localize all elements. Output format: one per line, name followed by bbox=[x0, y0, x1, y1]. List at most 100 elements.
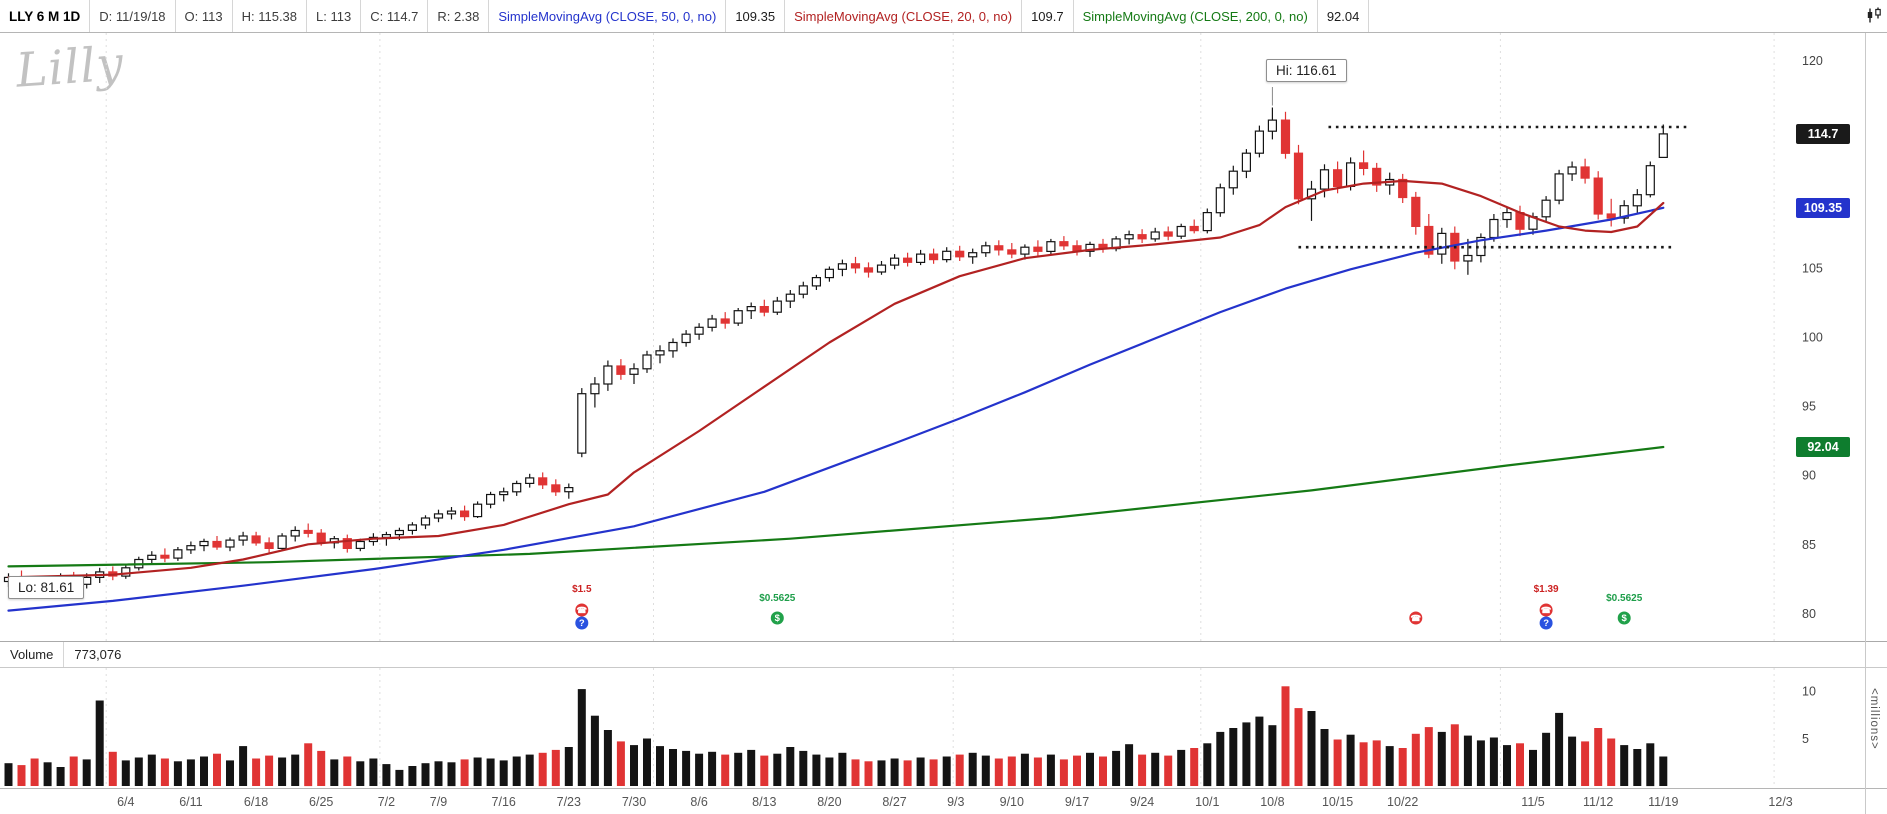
candle-body bbox=[1085, 243, 1095, 252]
chart-header-toolbar: LLY 6 M 1D D: 11/19/18 O: 113 H: 115.38 … bbox=[0, 0, 1887, 33]
candle-body bbox=[772, 300, 782, 313]
volume-bar bbox=[43, 762, 52, 787]
volume-bar bbox=[1307, 711, 1316, 786]
volume-bar bbox=[226, 760, 234, 786]
candle-body bbox=[1033, 246, 1043, 252]
volume-bar bbox=[186, 759, 195, 786]
volume-bar bbox=[786, 747, 795, 786]
dividend-icon[interactable] bbox=[1617, 611, 1631, 625]
candle-body bbox=[603, 365, 613, 385]
volume-bar bbox=[616, 741, 625, 786]
date-label: 7/23 bbox=[557, 795, 581, 809]
candle-body bbox=[655, 350, 665, 356]
candle-body bbox=[342, 538, 352, 550]
candle-body bbox=[681, 333, 691, 344]
candle-body bbox=[1437, 232, 1447, 255]
candle-body bbox=[173, 549, 183, 559]
date-label: 11/19 bbox=[1648, 795, 1678, 809]
candle-body bbox=[994, 245, 1004, 251]
candle-body bbox=[850, 263, 861, 269]
date-label: 7/30 bbox=[622, 795, 646, 809]
volume-label: Volume bbox=[0, 642, 65, 667]
volume-bar bbox=[682, 750, 691, 786]
info-icon-glyph: ? bbox=[579, 618, 585, 629]
chart-icon[interactable] bbox=[1865, 6, 1884, 30]
candle-body bbox=[147, 554, 157, 560]
volume-bar bbox=[1659, 756, 1668, 786]
low-callout: Lo: 81.61 bbox=[8, 576, 85, 599]
volume-bar bbox=[864, 761, 873, 786]
price-tick-label: 90 bbox=[1802, 469, 1816, 483]
volume-bar bbox=[4, 763, 13, 786]
volume-bar bbox=[1086, 752, 1094, 787]
right-strip-divider bbox=[1865, 0, 1866, 814]
volume-bar bbox=[421, 763, 430, 786]
sma50-line[interactable] bbox=[7, 206, 1665, 612]
candle-body bbox=[720, 318, 730, 324]
volume-bar bbox=[1099, 756, 1107, 786]
volume-bar bbox=[1151, 752, 1160, 787]
candle-body bbox=[212, 540, 222, 548]
candle-body bbox=[759, 306, 769, 313]
date-label: 9/24 bbox=[1130, 795, 1154, 809]
candle-body bbox=[1007, 249, 1017, 255]
dividend-icon[interactable] bbox=[770, 611, 784, 625]
candle-body bbox=[1541, 199, 1551, 218]
call-icon[interactable] bbox=[1409, 611, 1423, 625]
call-icon[interactable] bbox=[575, 603, 589, 617]
call-icon-glyph: ☎ bbox=[1411, 613, 1422, 623]
info-icon[interactable] bbox=[575, 616, 589, 630]
volume-bar bbox=[564, 747, 573, 786]
volume-bar bbox=[643, 738, 651, 786]
candle-body bbox=[1398, 178, 1408, 199]
info-icon[interactable] bbox=[1539, 616, 1553, 630]
study-sma50-label[interactable]: SimpleMovingAvg (CLOSE, 50, 0, no) bbox=[489, 0, 727, 32]
date-label: 10/1 bbox=[1195, 795, 1219, 809]
volume-bar bbox=[330, 759, 339, 786]
volume-bar bbox=[851, 759, 860, 786]
volume-bar bbox=[525, 754, 534, 786]
volume-bar bbox=[1581, 741, 1590, 786]
candle-body bbox=[668, 341, 678, 352]
volume-bar bbox=[343, 756, 352, 786]
event-label: $0.5625 bbox=[759, 593, 796, 604]
candle-body bbox=[863, 267, 874, 273]
date-label: 6/11 bbox=[179, 795, 202, 809]
price-tick-label: 120 bbox=[1802, 54, 1823, 68]
study-sma20-label[interactable]: SimpleMovingAvg (CLOSE, 20, 0, no) bbox=[785, 0, 1023, 32]
sma200-line[interactable] bbox=[7, 445, 1665, 568]
volume-bar bbox=[1346, 734, 1355, 786]
date-label: 6/18 bbox=[244, 795, 268, 809]
candle-body bbox=[798, 285, 808, 295]
volume-bar bbox=[877, 760, 886, 786]
volume-bar bbox=[1437, 731, 1446, 786]
candle-body bbox=[551, 484, 561, 493]
volume-bar bbox=[1620, 745, 1629, 786]
candle-body bbox=[1293, 152, 1304, 200]
volume-bar bbox=[278, 757, 287, 786]
study-sma50-value: 109.35 bbox=[726, 0, 786, 32]
volume-bar bbox=[551, 749, 560, 786]
info-icon-glyph: ? bbox=[1543, 618, 1549, 629]
event-label: $0.5625 bbox=[1606, 593, 1643, 604]
candle-body bbox=[225, 539, 235, 548]
call-icon[interactable] bbox=[1539, 603, 1553, 617]
study-sma200-label[interactable]: SimpleMovingAvg (CLOSE, 200, 0, no) bbox=[1074, 0, 1318, 32]
date-label: 6/25 bbox=[309, 795, 333, 809]
candle-body bbox=[915, 253, 926, 264]
candle-body bbox=[1332, 169, 1343, 188]
volume-tick-label: 5 bbox=[1802, 732, 1809, 746]
volume-bar bbox=[395, 769, 404, 786]
date-label: 12/3 bbox=[1768, 795, 1792, 809]
candle-body bbox=[928, 253, 939, 261]
volume-bar bbox=[1463, 735, 1472, 786]
date-label: 11/12 bbox=[1583, 795, 1613, 809]
sma20-line[interactable] bbox=[7, 179, 1665, 579]
sma50-price-box: 109.35 bbox=[1796, 197, 1850, 218]
dividend-icon-glyph: $ bbox=[1622, 613, 1628, 624]
volume-bar bbox=[1385, 746, 1394, 786]
candle-body bbox=[1020, 246, 1030, 255]
candle-body bbox=[1254, 130, 1265, 154]
volume-bar bbox=[1594, 728, 1603, 786]
